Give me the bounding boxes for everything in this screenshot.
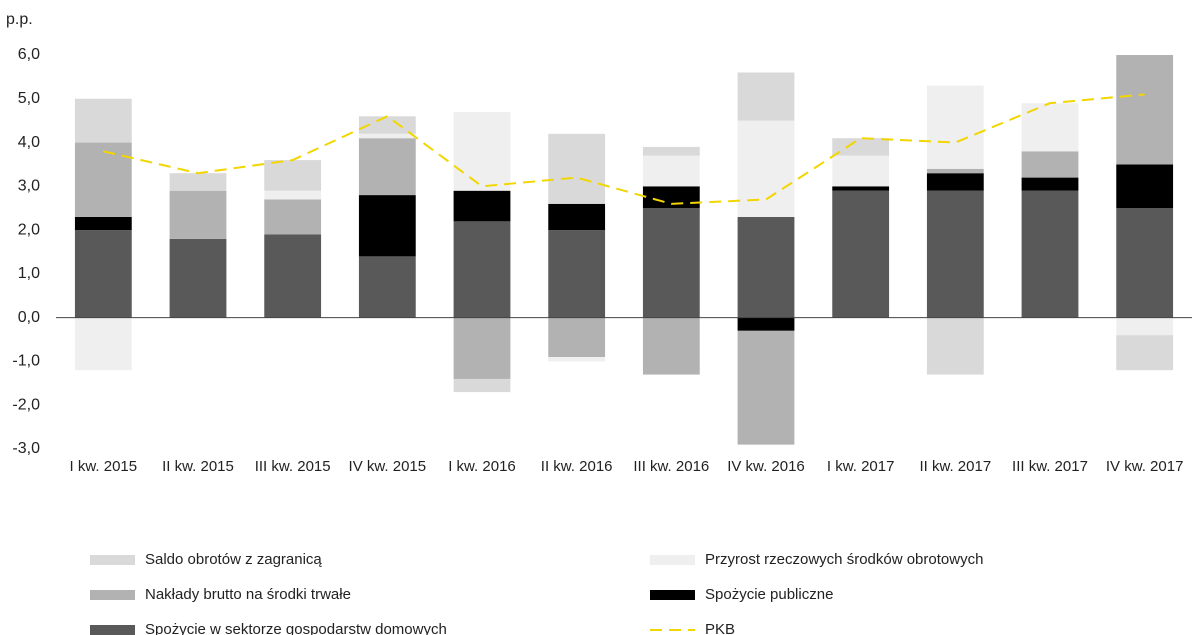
bar-segment (74, 230, 132, 318)
bar-segment (358, 116, 416, 134)
legend-swatch (90, 555, 135, 565)
y-tick-label: -2,0 (12, 396, 40, 413)
bar-segment (737, 120, 795, 217)
bar-segment (737, 317, 795, 331)
bar-segment (926, 317, 984, 375)
x-tick-label: IV kw. 2017 (1106, 458, 1184, 475)
y-tick-label: 1,0 (18, 265, 40, 282)
x-tick-label: III kw. 2016 (633, 458, 709, 475)
legend-label: Saldo obrotów z zagranicą (145, 551, 322, 568)
legend-label: Spożycie w sektorze gospodarstw domowych (145, 621, 447, 635)
x-tick-label: IV kw. 2016 (727, 458, 805, 475)
bar-segment (832, 186, 890, 191)
line-series (103, 93, 1145, 205)
bar-segment (358, 195, 416, 257)
y-tick-label: 2,0 (18, 221, 40, 238)
legend-label: Przyrost rzeczowych środków obrotowych (705, 551, 983, 568)
bar-segment (926, 168, 984, 174)
x-tick-label: I kw. 2017 (827, 458, 895, 475)
bar-segment (358, 138, 416, 196)
bar-segment (1116, 55, 1174, 165)
bar-segment (642, 155, 700, 187)
legend-label: Spożycie publiczne (705, 586, 833, 603)
bar-segment (832, 190, 890, 318)
bar-segment (548, 133, 606, 204)
x-tick-label: I kw. 2015 (70, 458, 138, 475)
bar-segment (358, 256, 416, 318)
bar-segment (1021, 151, 1079, 178)
x-tick-label: III kw. 2017 (1012, 458, 1088, 475)
bar-segment (737, 216, 795, 318)
x-tick-label: III kw. 2015 (255, 458, 331, 475)
x-tick-label: II kw. 2017 (919, 458, 991, 475)
bar-segment (264, 160, 322, 191)
y-tick-label: 0,0 (18, 309, 40, 326)
bar-segment (453, 111, 511, 191)
bar-segment (1116, 317, 1174, 336)
legend-swatch (650, 590, 695, 600)
bar-segment (548, 230, 606, 318)
bar-segment (169, 173, 227, 191)
bar-segment (264, 234, 322, 318)
bar-segment (548, 357, 606, 362)
legend-swatch (90, 590, 135, 600)
bar-segment (832, 155, 890, 187)
bar-segment (642, 186, 700, 209)
bar-segment (169, 190, 227, 239)
bar-segment (1116, 335, 1174, 371)
x-tick-label: II kw. 2015 (162, 458, 234, 475)
bar-segment (926, 173, 984, 191)
bar-segment (358, 133, 416, 139)
bar-segment (74, 142, 132, 217)
bar-segment (926, 190, 984, 318)
bar-segment (74, 98, 132, 143)
x-tick-label: II kw. 2016 (541, 458, 613, 475)
bar-segment (453, 378, 511, 393)
bar-segment (1116, 208, 1174, 318)
x-tick-label: I kw. 2016 (448, 458, 516, 475)
bar-segment (1021, 190, 1079, 318)
bar-segment (453, 221, 511, 318)
y-tick-label: 5,0 (18, 90, 40, 107)
bar-segment (169, 238, 227, 318)
bar-segment (642, 146, 700, 156)
bar-segment (264, 190, 322, 200)
bar-segment (642, 317, 700, 375)
bar-segment (264, 199, 322, 235)
bar-segment (548, 203, 606, 231)
bar-segment (74, 317, 132, 371)
y-tick-label: 6,0 (18, 46, 40, 63)
bar-segment (1021, 177, 1079, 191)
bar-segment (926, 85, 984, 169)
legend-label: PKB (705, 621, 735, 635)
bar-segment (548, 317, 606, 358)
x-tick-label: IV kw. 2015 (349, 458, 427, 475)
legend-label: Nakłady brutto na środki trwałe (145, 586, 351, 603)
legend-swatch (650, 555, 695, 565)
bar-segment (74, 216, 132, 231)
y-tick-label: 3,0 (18, 178, 40, 195)
legend-swatch (90, 625, 135, 635)
bar-segment (453, 190, 511, 222)
y-tick-label: 4,0 (18, 134, 40, 151)
bar-segment (1116, 164, 1174, 209)
bar-segment (453, 317, 511, 379)
bar-segment (737, 72, 795, 121)
y-tick-label: -1,0 (12, 353, 40, 370)
y-unit-label: p.p. (6, 11, 33, 28)
bar-segment (737, 330, 795, 445)
y-tick-label: -3,0 (12, 440, 40, 457)
bar-segment (642, 208, 700, 318)
bar-segment (832, 138, 890, 156)
